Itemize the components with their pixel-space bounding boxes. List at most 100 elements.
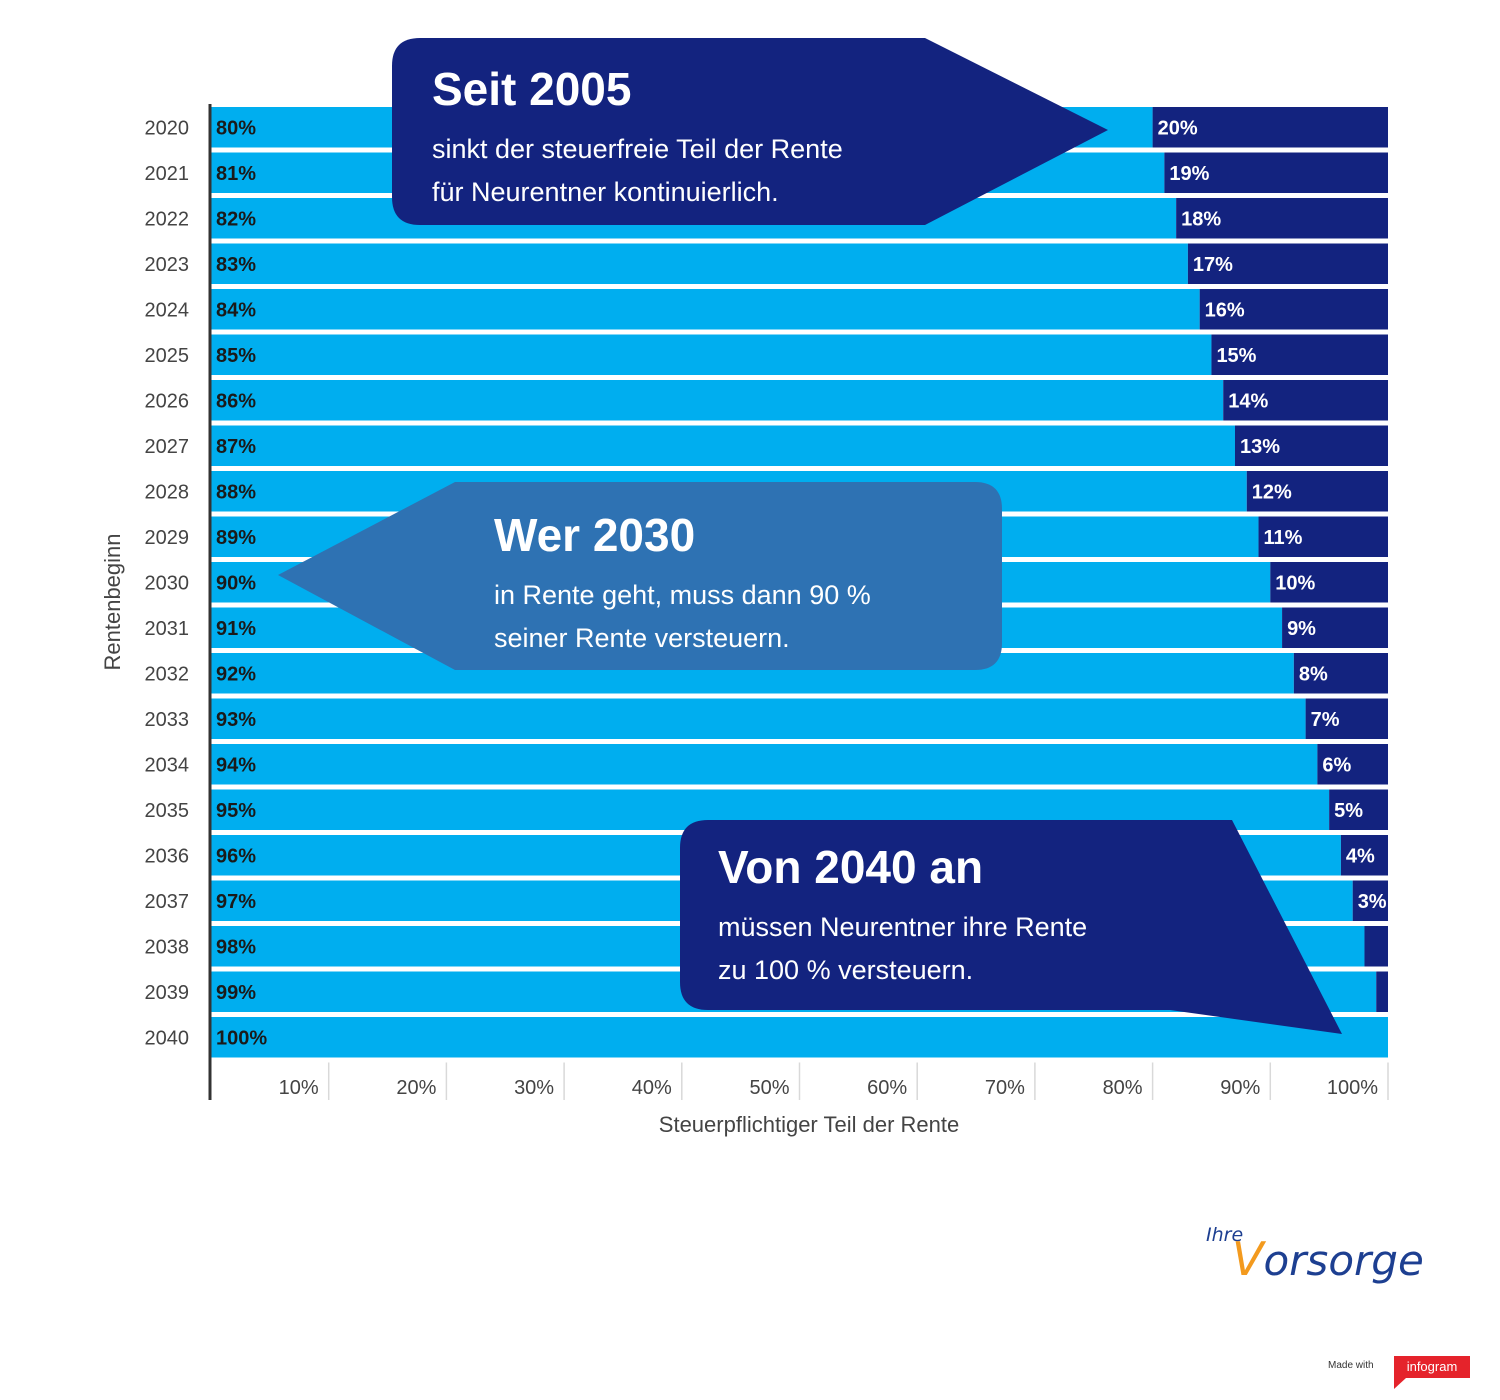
bar-taxable xyxy=(211,380,1224,421)
bar-label-taxable: 83% xyxy=(216,254,256,276)
bar-label-taxfree: 13% xyxy=(1240,436,1280,458)
bar-label-taxable: 93% xyxy=(216,709,256,731)
x-tick-label: 30% xyxy=(514,1077,554,1099)
y-category-label: 2029 xyxy=(145,527,190,549)
y-category-label: 2026 xyxy=(145,390,190,412)
bar-label-taxable: 86% xyxy=(216,390,256,412)
bar-label-taxfree: 7% xyxy=(1311,709,1340,731)
bar-label-taxable: 99% xyxy=(216,982,256,1004)
y-axis-title: Rentenbeginn xyxy=(100,533,125,670)
bar-label-taxfree: 6% xyxy=(1322,754,1351,776)
y-category-label: 2023 xyxy=(145,254,190,276)
y-category-label: 2031 xyxy=(145,618,190,640)
y-category-label: 2030 xyxy=(145,572,190,594)
bar-label-taxfree: 11% xyxy=(1264,527,1303,549)
bar-label-taxfree: 18% xyxy=(1181,208,1221,230)
bar-taxfree xyxy=(1246,471,1388,512)
y-category-label: 2024 xyxy=(145,299,190,321)
bar-taxfree xyxy=(1223,380,1388,421)
gridlines xyxy=(327,1062,1389,1100)
bar-label-taxable: 96% xyxy=(216,845,256,867)
y-category-label: 2037 xyxy=(145,891,190,913)
bar-taxfree xyxy=(1329,789,1388,830)
y-category-label: 2034 xyxy=(145,754,190,776)
callout-shape-wer-2030 xyxy=(278,482,1002,670)
bar-label-taxfree: 9% xyxy=(1287,618,1316,640)
y-category-label: 2021 xyxy=(145,163,190,185)
y-category-label: 2028 xyxy=(145,481,190,503)
x-axis-ticks: 10% 20% 30% 40% 50% 60% 70% 80% 90% 100% xyxy=(279,1077,1379,1099)
bar-taxfree xyxy=(1305,698,1388,739)
bar-label-taxable: 97% xyxy=(216,891,256,913)
bar-taxfree xyxy=(1364,926,1388,967)
bar-taxable xyxy=(211,698,1306,739)
bar-label-taxfree: 19% xyxy=(1169,163,1209,185)
bar-label-taxable: 100% xyxy=(216,1027,267,1049)
x-tick-label: 90% xyxy=(1220,1077,1260,1099)
callout-shape-seit-2005 xyxy=(392,38,1108,225)
logo-rest: orsorge xyxy=(1263,1236,1424,1285)
bar-taxable xyxy=(211,289,1200,330)
bar-taxfree xyxy=(1234,425,1388,466)
x-tick-label: 100% xyxy=(1327,1077,1378,1099)
y-category-label: 2027 xyxy=(145,436,190,458)
infogram-badge[interactable]: infogram xyxy=(1394,1356,1470,1390)
bar-taxfree xyxy=(1282,607,1388,648)
bar-label-taxfree: 16% xyxy=(1205,299,1245,321)
bar-taxfree xyxy=(1199,289,1388,330)
x-tick-label: 50% xyxy=(749,1077,789,1099)
bar-label-taxable: 89% xyxy=(216,527,256,549)
x-tick-label: 20% xyxy=(396,1077,436,1099)
bar-taxfree xyxy=(1317,744,1388,785)
bar-label-taxable: 84% xyxy=(216,299,256,321)
bar-taxable xyxy=(211,1017,1388,1058)
y-category-label: 2025 xyxy=(145,345,190,367)
bar-label-taxfree: 12% xyxy=(1252,481,1292,503)
bar-label-taxfree: 15% xyxy=(1216,345,1256,367)
stacked-bar-chart: 80% 20% 81% 19% 82% 18% 83% 17% 84% 16% 85% 15% 86% 1… xyxy=(100,38,1389,1137)
y-category-label: 2035 xyxy=(145,800,190,822)
bar-label-taxfree: 8% xyxy=(1299,663,1328,685)
bar-label-taxfree: 3% xyxy=(1358,891,1387,913)
y-category-label: 2039 xyxy=(145,982,190,1004)
bar-label-taxable: 91% xyxy=(216,618,256,640)
logo-prefix: Ihre xyxy=(1206,1224,1244,1246)
bar-label-taxfree: 5% xyxy=(1334,800,1363,822)
bar-taxfree xyxy=(1211,334,1388,375)
y-axis-categories: 2020 2021 2022 2023 2024 2025 2026 2027 2028 2029… xyxy=(145,117,190,1049)
bar-label-taxable: 80% xyxy=(216,117,256,139)
callout-shape-von-2040 xyxy=(680,820,1342,1034)
bar-label-taxable: 95% xyxy=(216,800,256,822)
logo-wordmark: Vorsorge xyxy=(1232,1232,1424,1286)
bar-label-taxable: 92% xyxy=(216,663,256,685)
bar-taxable xyxy=(211,744,1318,785)
bar-taxfree xyxy=(1293,653,1388,694)
bar-taxfree xyxy=(1164,152,1388,193)
y-category-label: 2022 xyxy=(145,208,190,230)
x-tick-label: 40% xyxy=(632,1077,672,1099)
ihre-vorsorge-logo: Ihre Vorsorge xyxy=(1200,1218,1430,1288)
bar-label-taxable: 88% xyxy=(216,481,256,503)
y-category-label: 2032 xyxy=(145,663,190,685)
bar-taxable xyxy=(211,425,1235,466)
infogram-label: infogram xyxy=(1394,1356,1470,1378)
made-with-label: Made with xyxy=(1328,1360,1374,1371)
x-tick-label: 80% xyxy=(1103,1077,1143,1099)
bar-taxable xyxy=(211,334,1212,375)
bar-taxfree xyxy=(1340,835,1388,876)
bar-taxfree xyxy=(1187,243,1388,284)
bar-taxfree xyxy=(1352,880,1388,921)
bar-label-taxable: 90% xyxy=(216,572,256,594)
bar-label-taxable: 94% xyxy=(216,754,256,776)
bar-taxfree xyxy=(1152,107,1388,148)
bar-label-taxable: 98% xyxy=(216,936,256,958)
infogram-tag-tail-icon xyxy=(1394,1378,1406,1389)
bar-label-taxfree: 4% xyxy=(1346,845,1375,867)
data-labels: 80% 20% 81% 19% 82% 18% 83% 17% 84% 16% 85% 15% 86% 1… xyxy=(216,117,1387,1049)
bar-taxfree xyxy=(1176,198,1388,239)
x-tick-label: 10% xyxy=(279,1077,319,1099)
y-category-label: 2020 xyxy=(145,117,190,139)
y-category-label: 2033 xyxy=(145,709,190,731)
bar-label-taxable: 85% xyxy=(216,345,256,367)
x-tick-label: 60% xyxy=(867,1077,907,1099)
